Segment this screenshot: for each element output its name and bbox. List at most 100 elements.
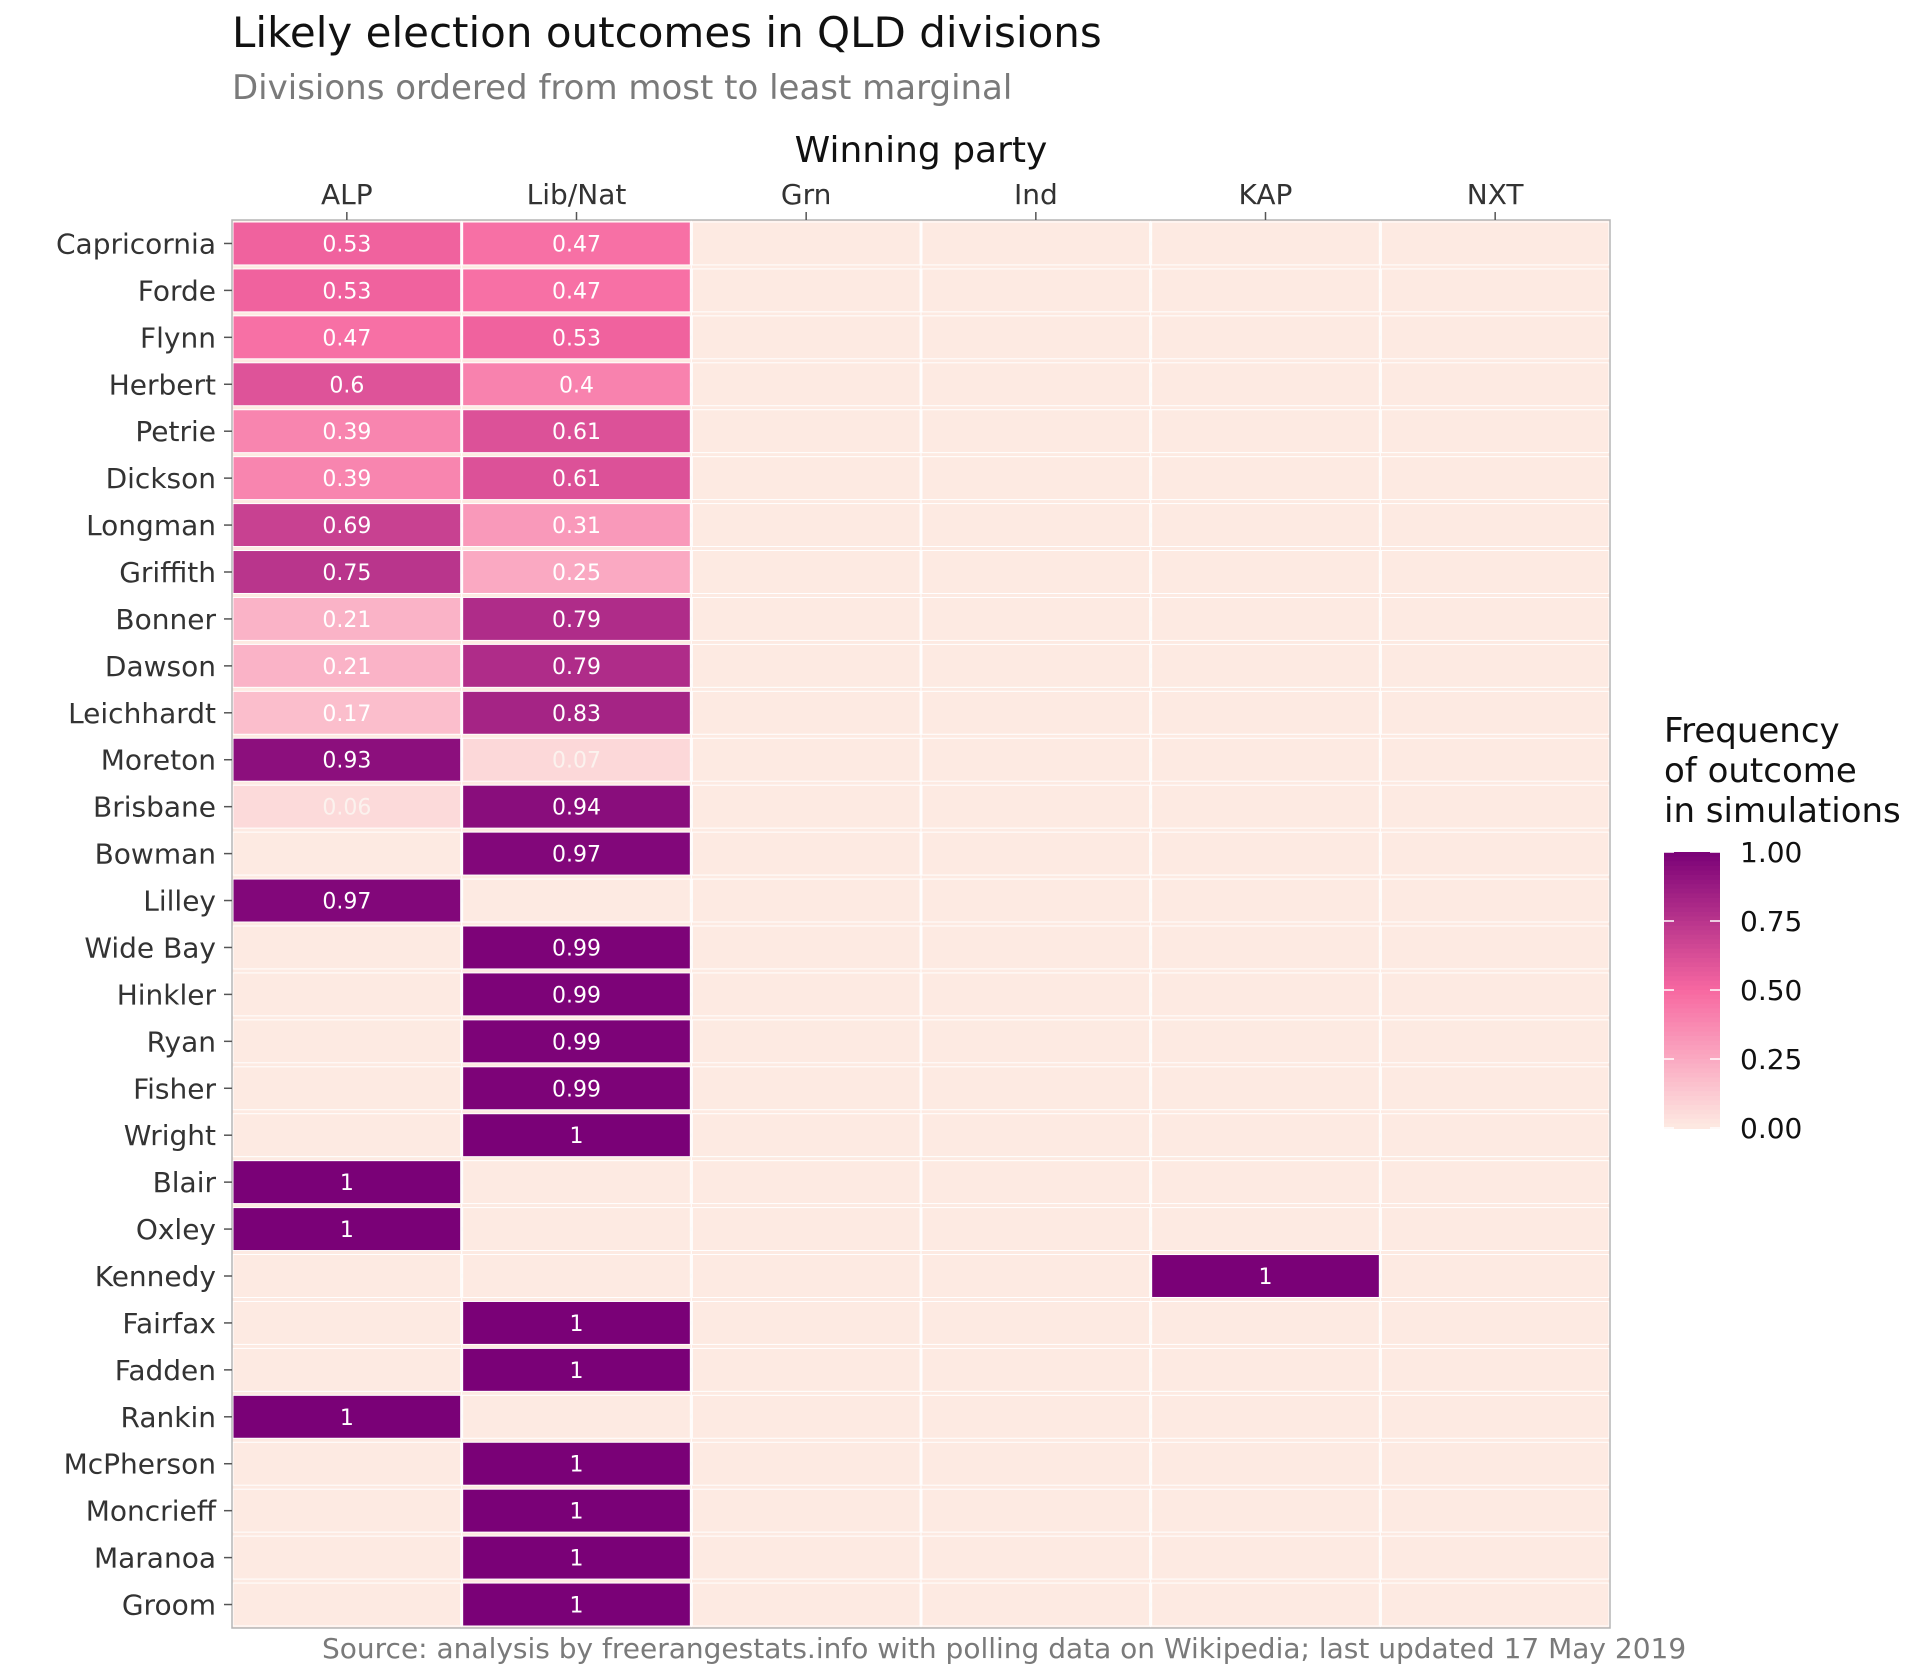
legend-colorbar-segment: [1664, 1114, 1720, 1120]
legend-colorbar-segment: [1664, 916, 1720, 922]
heat-tile: [462, 831, 691, 876]
tile-value-label: 0.99: [552, 1077, 601, 1102]
heat-tile: [1380, 1113, 1610, 1158]
chart-title: Likely election outcomes in QLD division…: [232, 8, 1102, 57]
heat-tile: [232, 1300, 462, 1345]
heat-tile: [691, 596, 921, 641]
tile-value-label: 0.17: [322, 702, 371, 727]
tile-value-label: 0.61: [552, 420, 601, 445]
heat-tile: [1151, 878, 1380, 923]
heat-tile: [232, 972, 462, 1017]
heat-tile: [921, 1066, 1151, 1111]
heat-tile: [691, 831, 921, 876]
heat-tile: [691, 1113, 921, 1158]
y-axis: Capricornia Forde Flynn Herbert Petrie Dickso…: [56, 227, 232, 1622]
legend-colorbar-segment: [1664, 1008, 1720, 1014]
heat-tile: [1380, 268, 1610, 313]
tile-value-label: 0.83: [552, 702, 601, 727]
heat-tile: [1380, 1394, 1610, 1439]
legend-colorbar-segment: [1664, 875, 1720, 881]
heat-tile: [232, 925, 462, 970]
heat-tile: [691, 221, 921, 266]
legend-colorbar-segment: [1664, 1082, 1720, 1088]
y-tick-label: Brisbane: [93, 791, 216, 824]
heat-tile: [691, 972, 921, 1017]
heat-tile: [232, 1113, 462, 1158]
y-tick-label: Groom: [122, 1589, 216, 1622]
tile-value-label: 1: [340, 1406, 354, 1431]
tile-value-label: 1: [570, 1359, 584, 1384]
legend-label: 0.25: [1740, 1043, 1802, 1076]
heat-tile: [691, 1488, 921, 1533]
heat-tile: [232, 1160, 462, 1205]
heat-tile: [691, 503, 921, 548]
tile-value-label: 0.47: [322, 326, 371, 351]
tile-value-label: 1: [340, 1218, 354, 1243]
legend-colorbar-segment: [1664, 1123, 1720, 1129]
x-axis-title: Winning party: [795, 130, 1048, 171]
tile-value-label: 0.6: [329, 373, 364, 398]
x-tick-label: Ind: [1014, 178, 1058, 211]
heat-tile: [232, 503, 462, 548]
heat-tile: [232, 409, 462, 454]
legend-label: 0.50: [1740, 974, 1802, 1007]
heat-tile: [921, 221, 1151, 266]
legend-colorbar-segment: [1664, 994, 1720, 1001]
tile-value-label: 0.94: [552, 796, 601, 821]
heat-tile: [921, 690, 1151, 735]
heat-tile: [1380, 362, 1610, 407]
heat-tile: [462, 362, 691, 407]
heat-tile: [921, 1582, 1151, 1627]
y-tick-label: Wide Bay: [84, 931, 216, 964]
tile-value-label: 0.53: [552, 326, 601, 351]
caption: Source: analysis by freerangestats.info …: [322, 1632, 1687, 1665]
heat-tile: [462, 1441, 691, 1486]
heat-tile: [1151, 1113, 1380, 1158]
heat-tile: [691, 315, 921, 360]
legend-colorbar-segment: [1664, 921, 1720, 927]
heat-tile: [1380, 596, 1610, 641]
heat-tile: [462, 784, 691, 829]
heat-tile: [921, 456, 1151, 501]
heat-tile: [1151, 409, 1380, 454]
y-tick-label: Moncrieff: [86, 1495, 217, 1528]
heat-tile: [462, 878, 691, 923]
y-tick-label: Leichhardt: [68, 697, 216, 730]
y-tick-label: Oxley: [136, 1213, 216, 1246]
legend-title-line: of outcome: [1664, 751, 1857, 791]
heat-tile: [691, 1582, 921, 1627]
heat-tile: [921, 1207, 1151, 1252]
heat-tile: [691, 643, 921, 688]
heat-tile: [921, 1300, 1151, 1345]
heat-tile: [1380, 737, 1610, 782]
heat-tile: [232, 1254, 462, 1298]
y-tick-label: Wright: [124, 1119, 216, 1152]
heat-tile: [921, 784, 1151, 829]
tile-value-label: 1: [570, 1124, 584, 1149]
legend-colorbar-segment: [1664, 1017, 1720, 1024]
tile-value-label: 1: [570, 1547, 584, 1572]
heat-tile: [232, 1019, 462, 1064]
heat-tile: [921, 315, 1151, 360]
tile-value-label: 0.75: [322, 561, 371, 586]
tile-value-label: 0.39: [322, 467, 371, 492]
heat-tile: [1380, 1488, 1610, 1533]
legend-colorbar-segment: [1664, 865, 1720, 872]
legend-colorbar-segment: [1664, 1072, 1720, 1079]
legend-colorbar-segment: [1664, 1091, 1720, 1097]
tile-value-label: 0.97: [322, 890, 371, 915]
heat-tile: [691, 268, 921, 313]
heat-tile: [921, 409, 1151, 454]
heat-tile: [1151, 1441, 1380, 1486]
heat-tile: [1151, 1019, 1380, 1064]
legend-colorbar-segment: [1664, 893, 1720, 899]
heat-tile: [691, 456, 921, 501]
heat-tile: [921, 1160, 1151, 1205]
heat-tile: [921, 643, 1151, 688]
heat-tile: [1151, 315, 1380, 360]
heat-tile: [1151, 550, 1380, 594]
tile-value-label: 0.93: [322, 749, 371, 774]
heat-tile: [921, 550, 1151, 594]
legend-label: 0.00: [1740, 1112, 1802, 1145]
legend-colorbar-segment: [1664, 1054, 1720, 1060]
